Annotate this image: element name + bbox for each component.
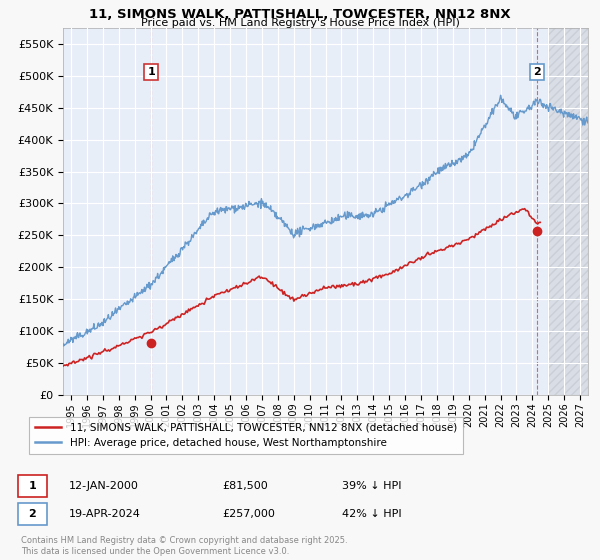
Text: 39% ↓ HPI: 39% ↓ HPI — [342, 481, 401, 491]
Text: 42% ↓ HPI: 42% ↓ HPI — [342, 509, 401, 519]
Text: 1: 1 — [147, 67, 155, 77]
Text: Price paid vs. HM Land Registry's House Price Index (HPI): Price paid vs. HM Land Registry's House … — [140, 18, 460, 28]
Text: 19-APR-2024: 19-APR-2024 — [69, 509, 141, 519]
Bar — [548, 28, 588, 395]
Text: 11, SIMONS WALK, PATTISHALL, TOWCESTER, NN12 8NX: 11, SIMONS WALK, PATTISHALL, TOWCESTER, … — [89, 8, 511, 21]
Text: 1: 1 — [29, 481, 36, 491]
Text: Contains HM Land Registry data © Crown copyright and database right 2025.
This d: Contains HM Land Registry data © Crown c… — [21, 536, 347, 556]
Text: £257,000: £257,000 — [222, 509, 275, 519]
Text: £81,500: £81,500 — [222, 481, 268, 491]
Text: 2: 2 — [533, 67, 541, 77]
Text: 12-JAN-2000: 12-JAN-2000 — [69, 481, 139, 491]
Text: 2: 2 — [29, 509, 36, 519]
Legend: 11, SIMONS WALK, PATTISHALL, TOWCESTER, NN12 8NX (detached house), HPI: Average : 11, SIMONS WALK, PATTISHALL, TOWCESTER, … — [29, 417, 463, 454]
